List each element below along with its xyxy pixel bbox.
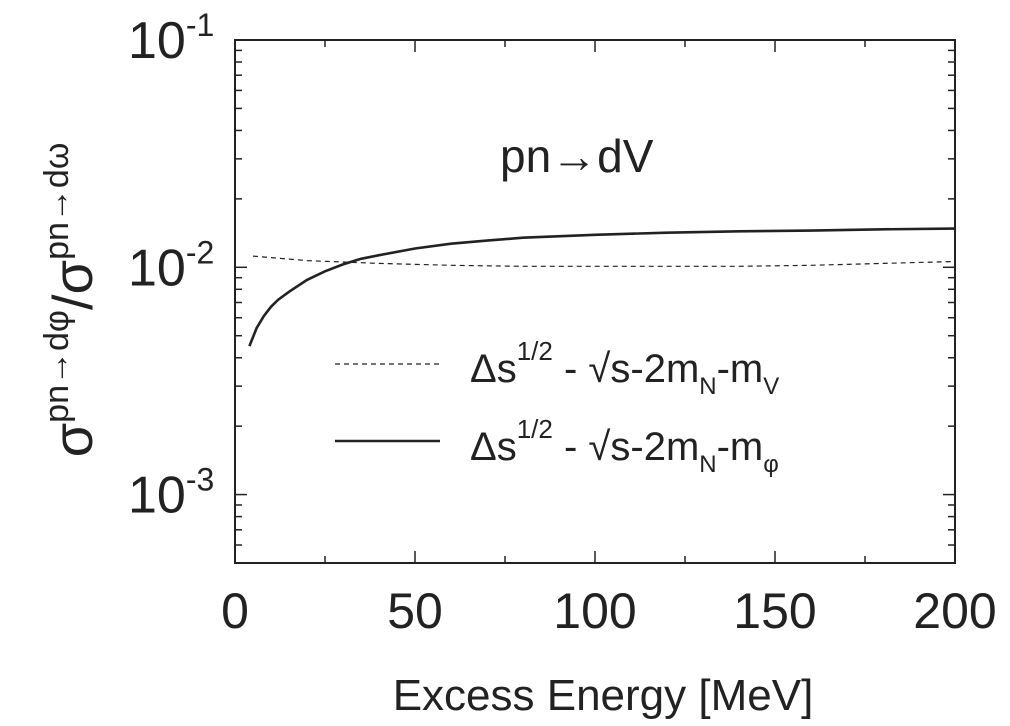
- series-line-v: [252, 255, 956, 267]
- svg-text:σpn→dφ/σpn→dω: σpn→dφ/σpn→dω: [38, 143, 104, 458]
- plot-frame: [234, 39, 956, 564]
- y-label-sup1: pn→dφ: [38, 310, 76, 423]
- annotation-label: pn→dV: [500, 130, 654, 182]
- x-axis-label: Excess Energy [MeV]: [393, 671, 814, 720]
- legend-label-dashed: Δs1/2 - √s-2mN-mV: [470, 336, 779, 400]
- minor-ticks: [235, 40, 955, 563]
- y-label-base2: σ: [41, 260, 104, 295]
- y-label-base1: σ: [41, 423, 104, 458]
- x-tick-labels: 0 50 100 150 200: [221, 583, 997, 639]
- y-tick-label: 10-1: [128, 7, 214, 70]
- series-line-phi: [248, 227, 956, 347]
- x-tick-label: 50: [387, 583, 443, 639]
- y-tick-label: 10-2: [128, 234, 214, 297]
- y-axis-label: σpn→dφ/σpn→dω: [38, 143, 104, 458]
- x-tick-label: 100: [553, 583, 636, 639]
- x-tick-label: 0: [221, 583, 249, 639]
- major-ticks: [234, 39, 956, 563]
- y-tick-labels: 10-1 10-2 10-3: [128, 7, 214, 525]
- legend: Δs1/2 - √s-2mN-mV Δs1/2 - √s-2mN-mφ: [335, 336, 779, 478]
- y-label-slash: /: [41, 294, 104, 310]
- series-layer: [248, 227, 956, 347]
- x-tick-label: 150: [733, 583, 816, 639]
- x-tick-label: 200: [913, 583, 996, 639]
- legend-label-solid: Δs1/2 - √s-2mN-mφ: [470, 414, 779, 478]
- y-tick-label: 10-3: [128, 462, 214, 525]
- y-label-sup2: pn→dω: [38, 143, 76, 260]
